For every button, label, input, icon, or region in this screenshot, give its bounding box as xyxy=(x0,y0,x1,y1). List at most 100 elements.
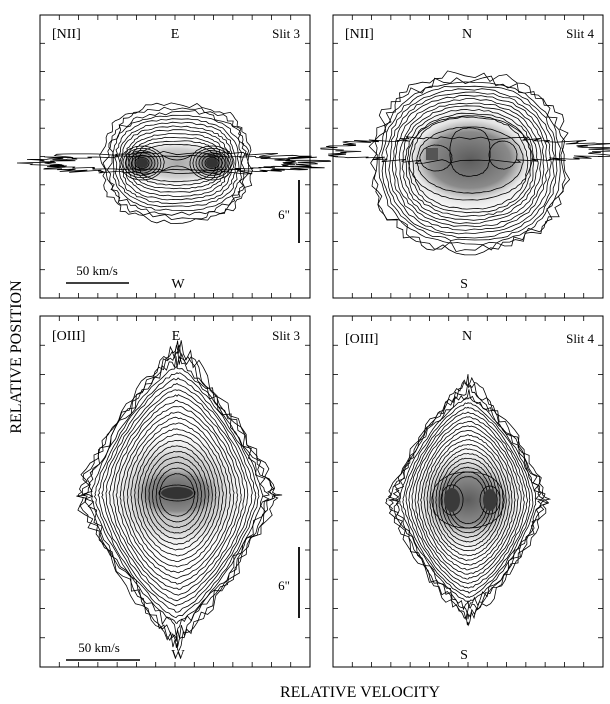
contour-line xyxy=(416,126,524,194)
contour-line xyxy=(408,411,528,589)
contour-line xyxy=(198,152,226,174)
contour-line xyxy=(189,145,235,181)
contour-line xyxy=(419,144,453,172)
contour-line xyxy=(201,154,223,172)
spatial-scalebar-label: 6" xyxy=(278,207,290,222)
contour-line xyxy=(148,456,206,534)
contour-line xyxy=(435,452,501,548)
velocity-scalebar-label: 50 km/s xyxy=(76,263,118,278)
contour-line xyxy=(144,450,210,540)
contour-line xyxy=(404,109,535,217)
emission-contours xyxy=(320,70,610,256)
contour-line xyxy=(120,125,234,201)
x-axis-label: RELATIVE VELOCITY xyxy=(280,684,441,701)
contour-line xyxy=(394,98,545,227)
contour-line xyxy=(130,136,224,190)
contour-line xyxy=(429,443,507,557)
contour-line xyxy=(408,112,532,214)
panel-nii-slit3: [NII] E Slit 3 W 50 km/s xyxy=(16,14,332,299)
slit-label: Slit 4 xyxy=(566,331,594,346)
contour-line xyxy=(440,484,464,516)
top-orientation-label: E xyxy=(172,329,181,344)
spatial-scalebar-label: 6" xyxy=(278,578,290,593)
contour-line xyxy=(398,102,542,224)
contour-line xyxy=(387,381,550,620)
contour-line xyxy=(127,422,228,568)
contour-line xyxy=(125,150,159,176)
ticks xyxy=(333,15,603,298)
contour-line xyxy=(431,471,505,529)
emission-peak xyxy=(206,158,218,168)
contour-line xyxy=(134,433,220,557)
ticks xyxy=(40,15,310,298)
emission-line-label: [OIII] xyxy=(52,329,85,344)
contour-line xyxy=(479,485,501,515)
contour-line xyxy=(368,70,571,256)
emission-peak xyxy=(136,158,148,168)
emission-contours xyxy=(76,340,283,651)
panel-nii-slit4: [NII] N Slit 4 S 6" xyxy=(278,14,610,299)
ticks xyxy=(40,316,310,667)
contour-line xyxy=(388,91,552,235)
emission-contours xyxy=(16,102,332,225)
contour-line xyxy=(370,75,566,253)
top-orientation-label: E xyxy=(171,27,180,42)
contour-line xyxy=(77,340,283,651)
contour-line xyxy=(119,411,235,579)
panel-oiii-slit3: [OIII] E Slit 3 W 50 km/s 6" xyxy=(39,315,311,668)
contour-line xyxy=(43,154,297,172)
contour-line xyxy=(112,399,242,590)
slit-label: Slit 3 xyxy=(272,26,300,41)
emission-line-label: [NII] xyxy=(345,27,374,42)
contour-line xyxy=(141,445,213,545)
contour-line xyxy=(402,402,534,599)
contour-line xyxy=(105,389,249,602)
contour-line xyxy=(128,152,156,174)
contour-line xyxy=(122,416,231,574)
emission-line-label: [NII] xyxy=(52,27,81,42)
contour-line xyxy=(411,116,529,210)
contour-line xyxy=(106,110,247,216)
bottom-orientation-label: S xyxy=(460,648,468,663)
top-orientation-label: N xyxy=(462,329,472,344)
contour-line xyxy=(423,434,513,566)
contour-line xyxy=(131,154,153,172)
contour-line xyxy=(108,394,246,596)
contour-line xyxy=(94,372,260,619)
velocity-scalebar-label: 50 km/s xyxy=(78,640,120,655)
emission-line-label: [OIII] xyxy=(345,332,378,347)
y-axis-label: RELATIVE POSITION xyxy=(8,280,25,434)
bottom-orientation-label: W xyxy=(171,277,185,292)
contour-line xyxy=(112,114,243,211)
contour-line xyxy=(122,147,162,179)
contour-line xyxy=(155,467,199,523)
emission-intensity xyxy=(426,466,510,534)
contour-line xyxy=(381,85,558,242)
top-orientation-label: N xyxy=(462,27,472,42)
contour-line xyxy=(97,377,257,613)
contour-line xyxy=(420,430,516,571)
contour-line xyxy=(119,145,165,181)
contour-line xyxy=(417,425,519,575)
contour-line xyxy=(441,462,495,538)
contour-line xyxy=(101,382,253,607)
emission-peak xyxy=(161,487,193,499)
contour-line xyxy=(320,136,610,164)
contour-line xyxy=(394,389,543,611)
contour-line xyxy=(99,102,254,225)
contour-line xyxy=(124,129,231,197)
contour-line xyxy=(152,461,203,528)
contour-line xyxy=(399,397,537,603)
contour-line xyxy=(102,106,250,221)
slit-label: Slit 4 xyxy=(566,26,594,41)
contour-line xyxy=(192,147,232,179)
contour-line xyxy=(392,94,549,231)
contour-line xyxy=(115,405,239,585)
slit-label: Slit 3 xyxy=(272,328,300,343)
contour-line xyxy=(385,374,552,627)
contour-line xyxy=(161,154,193,172)
bottom-orientation-label: W xyxy=(171,648,185,663)
panel-oiii-slit4: [OIII] N Slit 4 S xyxy=(332,315,604,668)
contour-line xyxy=(385,88,555,239)
